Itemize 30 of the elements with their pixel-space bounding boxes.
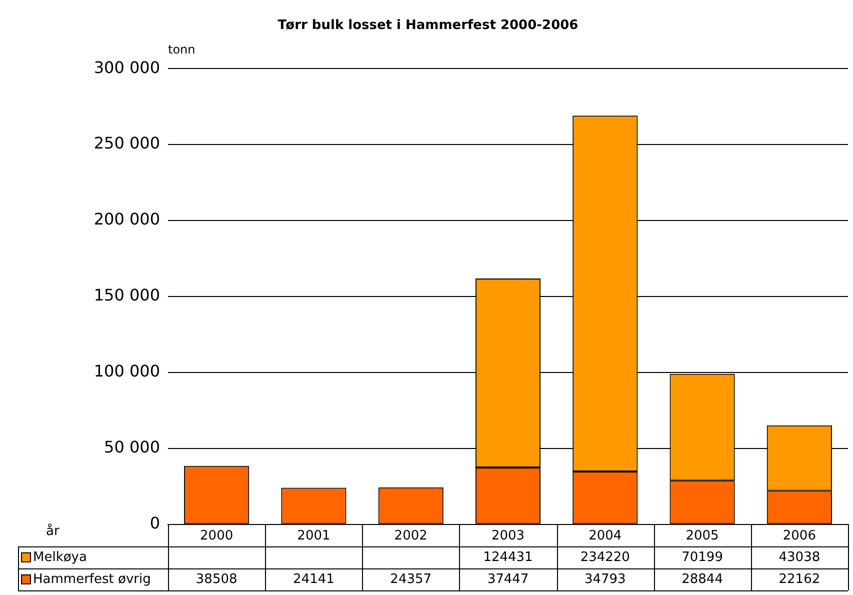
legend-label: Melkøya — [33, 550, 87, 565]
y-tick-label: 250 000 — [94, 134, 160, 153]
chart-title: Tørr bulk losset i Hammerfest 2000-2006 — [278, 18, 578, 34]
data-label: 34793 — [584, 572, 626, 587]
x-tick-label: 2001 — [297, 528, 330, 544]
data-label: 70199 — [682, 550, 723, 565]
y-tick-label: 300 000 — [94, 58, 160, 77]
x-tick-label: 2000 — [200, 528, 234, 544]
data-label: 28844 — [682, 572, 723, 587]
x-tick-label: 2002 — [394, 528, 428, 544]
y-tick-label: 150 000 — [94, 286, 160, 305]
y-tick-label: 0 — [150, 514, 160, 533]
y-tick-label: 100 000 — [94, 362, 160, 381]
x-tick-label: 2004 — [588, 528, 622, 544]
data-label: 37447 — [487, 572, 529, 587]
x-tick-label: 2006 — [782, 528, 816, 544]
data-label: 234220 — [580, 550, 630, 565]
data-label: 124431 — [483, 550, 533, 565]
y-tick-label: 200 000 — [94, 210, 160, 229]
x-tick-label: 2005 — [686, 528, 719, 544]
x-tick-label: 2003 — [491, 528, 525, 544]
data-label: 24357 — [390, 572, 432, 587]
data-label: 43038 — [778, 550, 820, 565]
x-axis-title: år — [46, 522, 60, 539]
data-label: 38508 — [196, 572, 238, 587]
data-label: 22162 — [778, 572, 820, 587]
legend-label: Hammerfest øvrig — [33, 572, 151, 587]
data-label: 24141 — [293, 572, 334, 587]
y-tick-label: 50 000 — [104, 438, 160, 457]
y-axis-title: tonn — [168, 42, 196, 57]
